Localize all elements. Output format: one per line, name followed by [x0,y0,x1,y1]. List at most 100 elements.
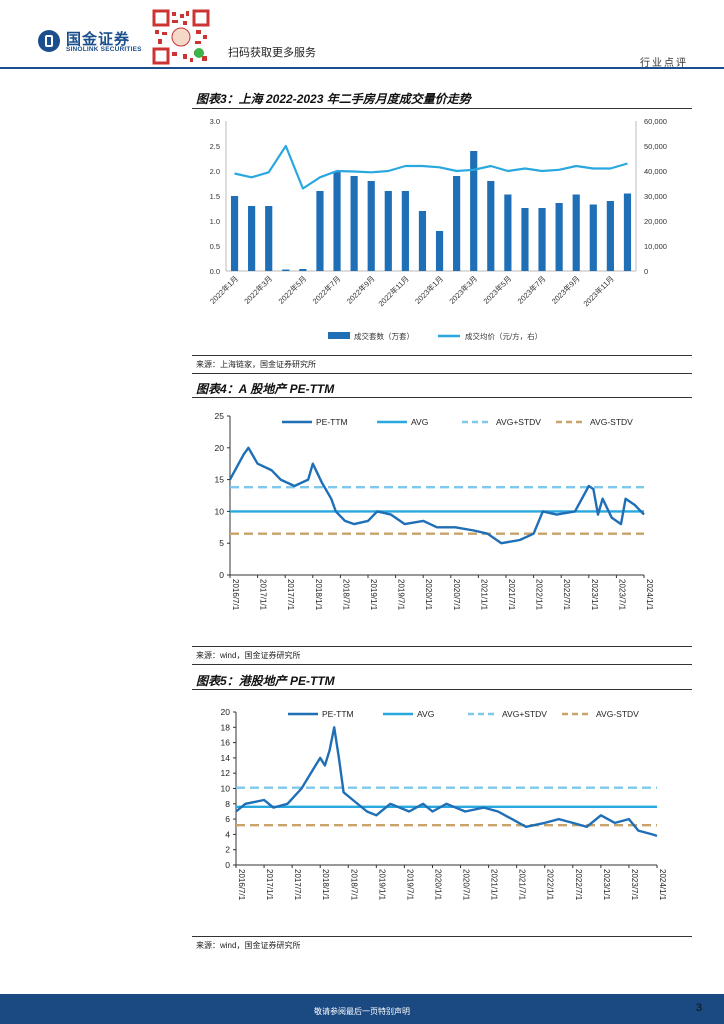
fig4-legend-label: AVG+STDV [496,417,541,427]
fig3-bar [401,191,409,271]
fig5-x-tick-label: 2022/7/1 [574,869,583,901]
fig4-x-tick-label: 2022/7/1 [562,579,571,611]
fig3-legend-bar-swatch [328,332,350,339]
fig3-x-tick-label: 2023年5月 [481,273,513,305]
fig3-right-tick-label: 50,000 [644,142,667,151]
fig3-price-line [234,144,628,190]
page-header: 国金证券 SINOLINK SECURITIES 扫码获取更多服务 行业点评 [0,0,724,70]
fig3-bar [282,269,290,271]
fig4-x-tick-label: 2021/7/1 [507,579,516,611]
fig3-bar [487,181,495,271]
fig5-x-tick-label: 2024/1/1 [658,869,667,901]
fig5-y-tick-label: 16 [221,738,231,748]
fig5-y-tick-label: 8 [225,799,230,809]
fig3-bar [521,208,529,271]
fig3-right-tick-label: 40,000 [644,167,667,176]
fig5-legend-label: AVG+STDV [502,709,547,719]
fig5-legend-label: AVG [417,709,434,719]
fig3-right-tick-label: 20,000 [644,217,667,226]
fig5-legend-label: PE-TTM [322,709,354,719]
fig4-x-tick-label: 2019/7/1 [397,579,406,611]
fig4-x-tick-label: 2017/7/1 [286,579,295,611]
fig5-bottom-rule [192,936,692,937]
fig3-left-tick-label: 2.5 [210,142,220,151]
fig3-title: 图表3：上海 2022-2023 年二手房月度成交量价走势 [196,92,471,106]
fig4-source: 来源：wind，国金证券研究所 [196,651,301,660]
fig5-y-tick-label: 4 [225,829,230,839]
fig3-x-tick-label: 2023年7月 [515,273,547,305]
qr-code-icon[interactable] [150,8,212,66]
fig5-x-tick-label: 2021/7/1 [518,869,527,901]
fig5-x-tick-label: 2016/7/1 [237,869,246,901]
fig3-right-tick-label: 10,000 [644,242,667,251]
fig3-x-tick-label: 2022年5月 [276,273,308,305]
fig3-x-tick-label: 2022年1月 [208,273,240,305]
fig5-x-tick-label: 2021/1/1 [490,869,499,901]
fig3-right-tick-label: 0 [644,267,648,276]
fig3-right-tick-label: 30,000 [644,192,667,201]
fig4-legend-label: AVG [411,417,428,427]
fig5-y-tick-label: 20 [221,707,231,717]
fig4-x-tick-label: 2024/1/1 [645,579,654,611]
fig5-legend-label: AVG-STDV [596,709,639,719]
fig5-x-tick-label: 2017/7/1 [293,869,302,901]
fig3-legend-line-label: 成交均价（元/方，右） [465,331,542,341]
fig4-x-tick-label: 2018/7/1 [341,579,350,611]
fig3-bar [384,191,392,271]
fig5-source: 来源：wind，国金证券研究所 [196,941,301,950]
fig3-right-tick-label: 60,000 [644,117,667,126]
fig5-x-tick-label: 2023/1/1 [602,869,611,901]
fig5-x-tick-label: 2017/1/1 [265,869,274,901]
fig4-x-tick-label: 2017/1/1 [259,579,268,611]
fig4-pe-ttm-line [228,446,645,545]
fig3-left-tick-label: 1.5 [210,192,220,201]
fig5-top-rule [192,689,692,690]
fig5-x-tick-label: 2018/1/1 [321,869,330,901]
logo-name-cn: 国金证券 [66,31,131,48]
fig4-y-tick-label: 25 [215,411,225,421]
fig4-title: 图表4：A 股地产 PE-TTM [196,382,335,396]
fig4-x-tick-label: 2021/1/1 [479,579,488,611]
fig3-bar [623,193,632,271]
header-divider [0,67,724,69]
fig3-bottom-rule [192,355,692,356]
fig4-x-tick-label: 2016/7/1 [231,579,240,611]
fig4-y-tick-label: 5 [219,538,224,548]
fig4-x-tick-label: 2023/7/1 [617,579,626,611]
report-category: 行业点评 [640,58,688,69]
fig3-left-tick-label: 2.0 [210,167,220,176]
fig3-x-tick-label: 2023年3月 [447,273,479,305]
fig3-left-tick-label: 3.0 [210,117,220,126]
fig5-x-tick-label: 2020/1/1 [433,869,442,901]
fig3-bar [435,231,444,271]
fig5-pe-ttm-line [235,726,658,838]
fig3-bar [299,269,307,271]
fig5-x-tick-label: 2019/7/1 [405,869,414,901]
fig5-x-tick-label: 2019/1/1 [377,869,386,901]
fig4-bottom-rule [192,646,692,647]
fig4-legend-label: PE-TTM [316,417,348,427]
fig4-y-tick-label: 15 [215,475,225,485]
fig3-bar [572,194,580,271]
fig3-bar [350,176,358,271]
fig3-bar [589,204,597,271]
fig4-x-tick-label: 2019/1/1 [369,579,378,611]
fig5-y-tick-label: 18 [221,722,231,732]
fig4-y-tick-label: 0 [219,570,224,580]
fig4-legend-label: AVG-STDV [590,417,633,427]
sinolink-logo-icon [38,30,60,52]
fig4-x-tick-label: 2022/1/1 [535,579,544,611]
fig3-x-tick-label: 2022年7月 [310,273,342,305]
fig4-y-tick-label: 20 [215,443,225,453]
fig3-bar [470,151,478,271]
fig4-x-tick-label: 2020/7/1 [452,579,461,611]
fig3-source-rule [192,373,692,374]
fig3-x-tick-label: 2023年1月 [413,273,445,305]
footer-disclaimer: 敬请参阅最后一页特别声明 [314,1007,410,1016]
fig3-source: 来源：上海链家，国金证券研究所 [196,360,316,369]
fig5-y-tick-label: 10 [221,784,231,794]
fig3-bar [453,176,461,271]
fig4-y-tick-label: 10 [215,506,225,516]
page-footer [0,994,724,1024]
fig5-title: 图表5：港股地产 PE-TTM [196,674,335,688]
